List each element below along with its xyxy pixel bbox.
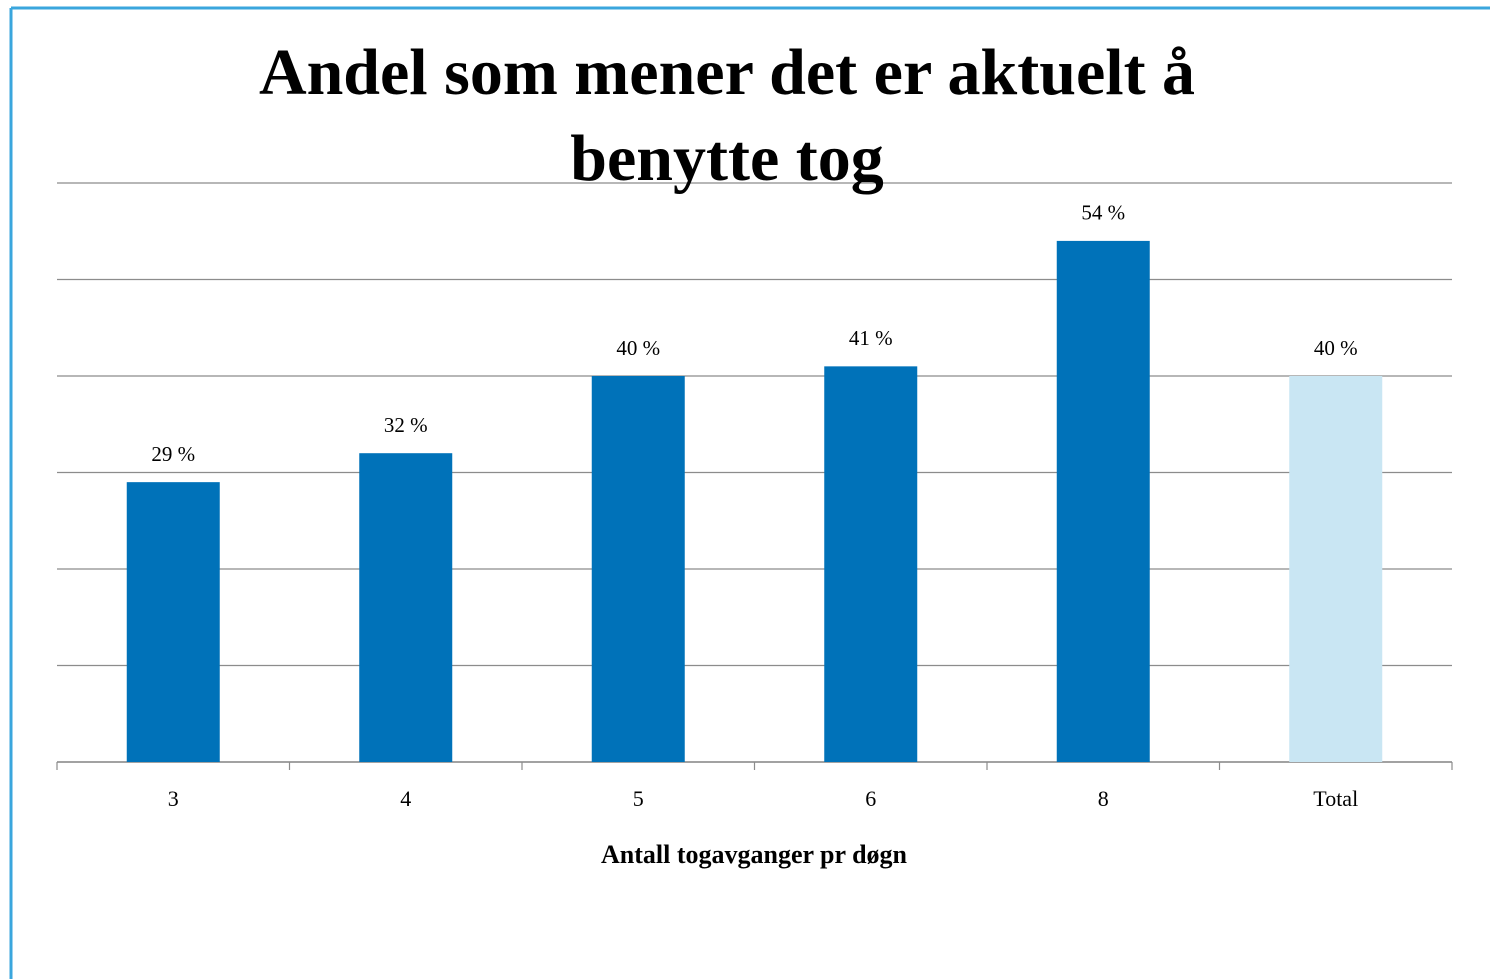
bar [126, 482, 220, 762]
x-tick-label: 5 [633, 786, 644, 811]
chart-title: Andel som mener det er aktuelt å benytte… [258, 36, 1196, 195]
data-label: 29 % [151, 442, 195, 466]
x-tick-label: Total [1313, 786, 1358, 811]
x-tick-label: 6 [865, 786, 876, 811]
data-label: 54 % [1081, 201, 1125, 225]
bar [1056, 240, 1150, 762]
data-label: 40 % [1314, 336, 1358, 360]
bar [591, 376, 685, 762]
data-label: 32 % [384, 413, 428, 437]
x-axis-title: Antall togavganger pr døgn [601, 840, 908, 869]
x-tick-label: 4 [400, 786, 411, 811]
data-label: 40 % [616, 336, 660, 360]
bar [1289, 376, 1383, 762]
bar [359, 453, 453, 762]
data-label: 41 % [849, 326, 893, 350]
bar [824, 366, 918, 762]
x-tick-label: 3 [168, 786, 179, 811]
x-tick-label: 8 [1098, 786, 1109, 811]
